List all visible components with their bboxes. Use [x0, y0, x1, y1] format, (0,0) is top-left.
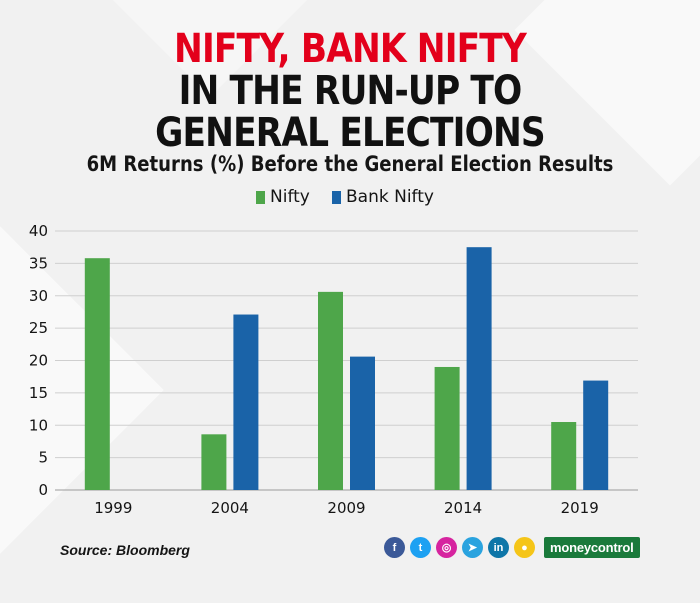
twitter-icon[interactable]: t	[410, 537, 431, 558]
bar-bank-nifty	[233, 314, 259, 490]
y-tick-label: 30	[29, 287, 48, 305]
bar-nifty	[551, 422, 577, 490]
linkedin-icon[interactable]: in	[488, 537, 509, 558]
y-tick-label: 10	[29, 416, 48, 434]
y-tick-label: 35	[29, 254, 48, 272]
bar-bank-nifty	[466, 247, 492, 490]
title-line-3: GENERAL ELECTIONS	[155, 110, 546, 156]
bar-nifty	[201, 434, 227, 490]
y-tick-label: 40	[29, 222, 48, 240]
bar-bank-nifty	[350, 356, 375, 490]
source-note: Source: Bloomberg	[60, 542, 190, 558]
legend-label-bank-nifty: Bank Nifty	[346, 187, 434, 207]
facebook-icon[interactable]: f	[384, 537, 405, 558]
y-tick-label: 15	[29, 384, 48, 402]
title-line-2: IN THE RUN-UP TO	[178, 68, 523, 114]
social-icons: f t ◎ ➤ in ● moneycontrol	[384, 537, 640, 558]
y-tick-label: 0	[38, 481, 48, 499]
x-tick-label: 2019	[561, 499, 599, 517]
legend-item-nifty: Nifty	[256, 187, 310, 207]
legend-item-bank-nifty: Bank Nifty	[332, 187, 434, 207]
chart-legend: Nifty Bank Nifty	[0, 187, 700, 209]
y-tick-label: 5	[38, 449, 48, 467]
x-tick-label: 1999	[94, 499, 132, 517]
legend-swatch-nifty	[256, 190, 265, 204]
instagram-icon[interactable]: ◎	[436, 537, 457, 558]
koo-icon[interactable]: ●	[514, 537, 535, 558]
telegram-icon[interactable]: ➤	[462, 537, 483, 558]
chart-title: NIFTY, BANK NIFTY IN THE RUN-UP TO GENER…	[0, 28, 700, 154]
y-tick-label: 20	[29, 352, 48, 370]
x-tick-label: 2014	[444, 499, 482, 517]
bar-nifty	[84, 258, 110, 490]
title-line-1: NIFTY, BANK NIFTY	[174, 26, 527, 72]
y-tick-label: 25	[29, 319, 48, 337]
bar-nifty	[434, 366, 460, 490]
chart-subtitle: 6M Returns (%) Before the General Electi…	[86, 152, 614, 176]
bar-bank-nifty	[583, 380, 609, 490]
x-tick-label: 2004	[211, 499, 249, 517]
legend-label-nifty: Nifty	[270, 187, 310, 207]
x-tick-label: 2009	[327, 499, 365, 517]
bar-nifty	[318, 291, 343, 490]
moneycontrol-logo: moneycontrol	[544, 537, 640, 558]
legend-swatch-bank-nifty	[332, 190, 341, 204]
